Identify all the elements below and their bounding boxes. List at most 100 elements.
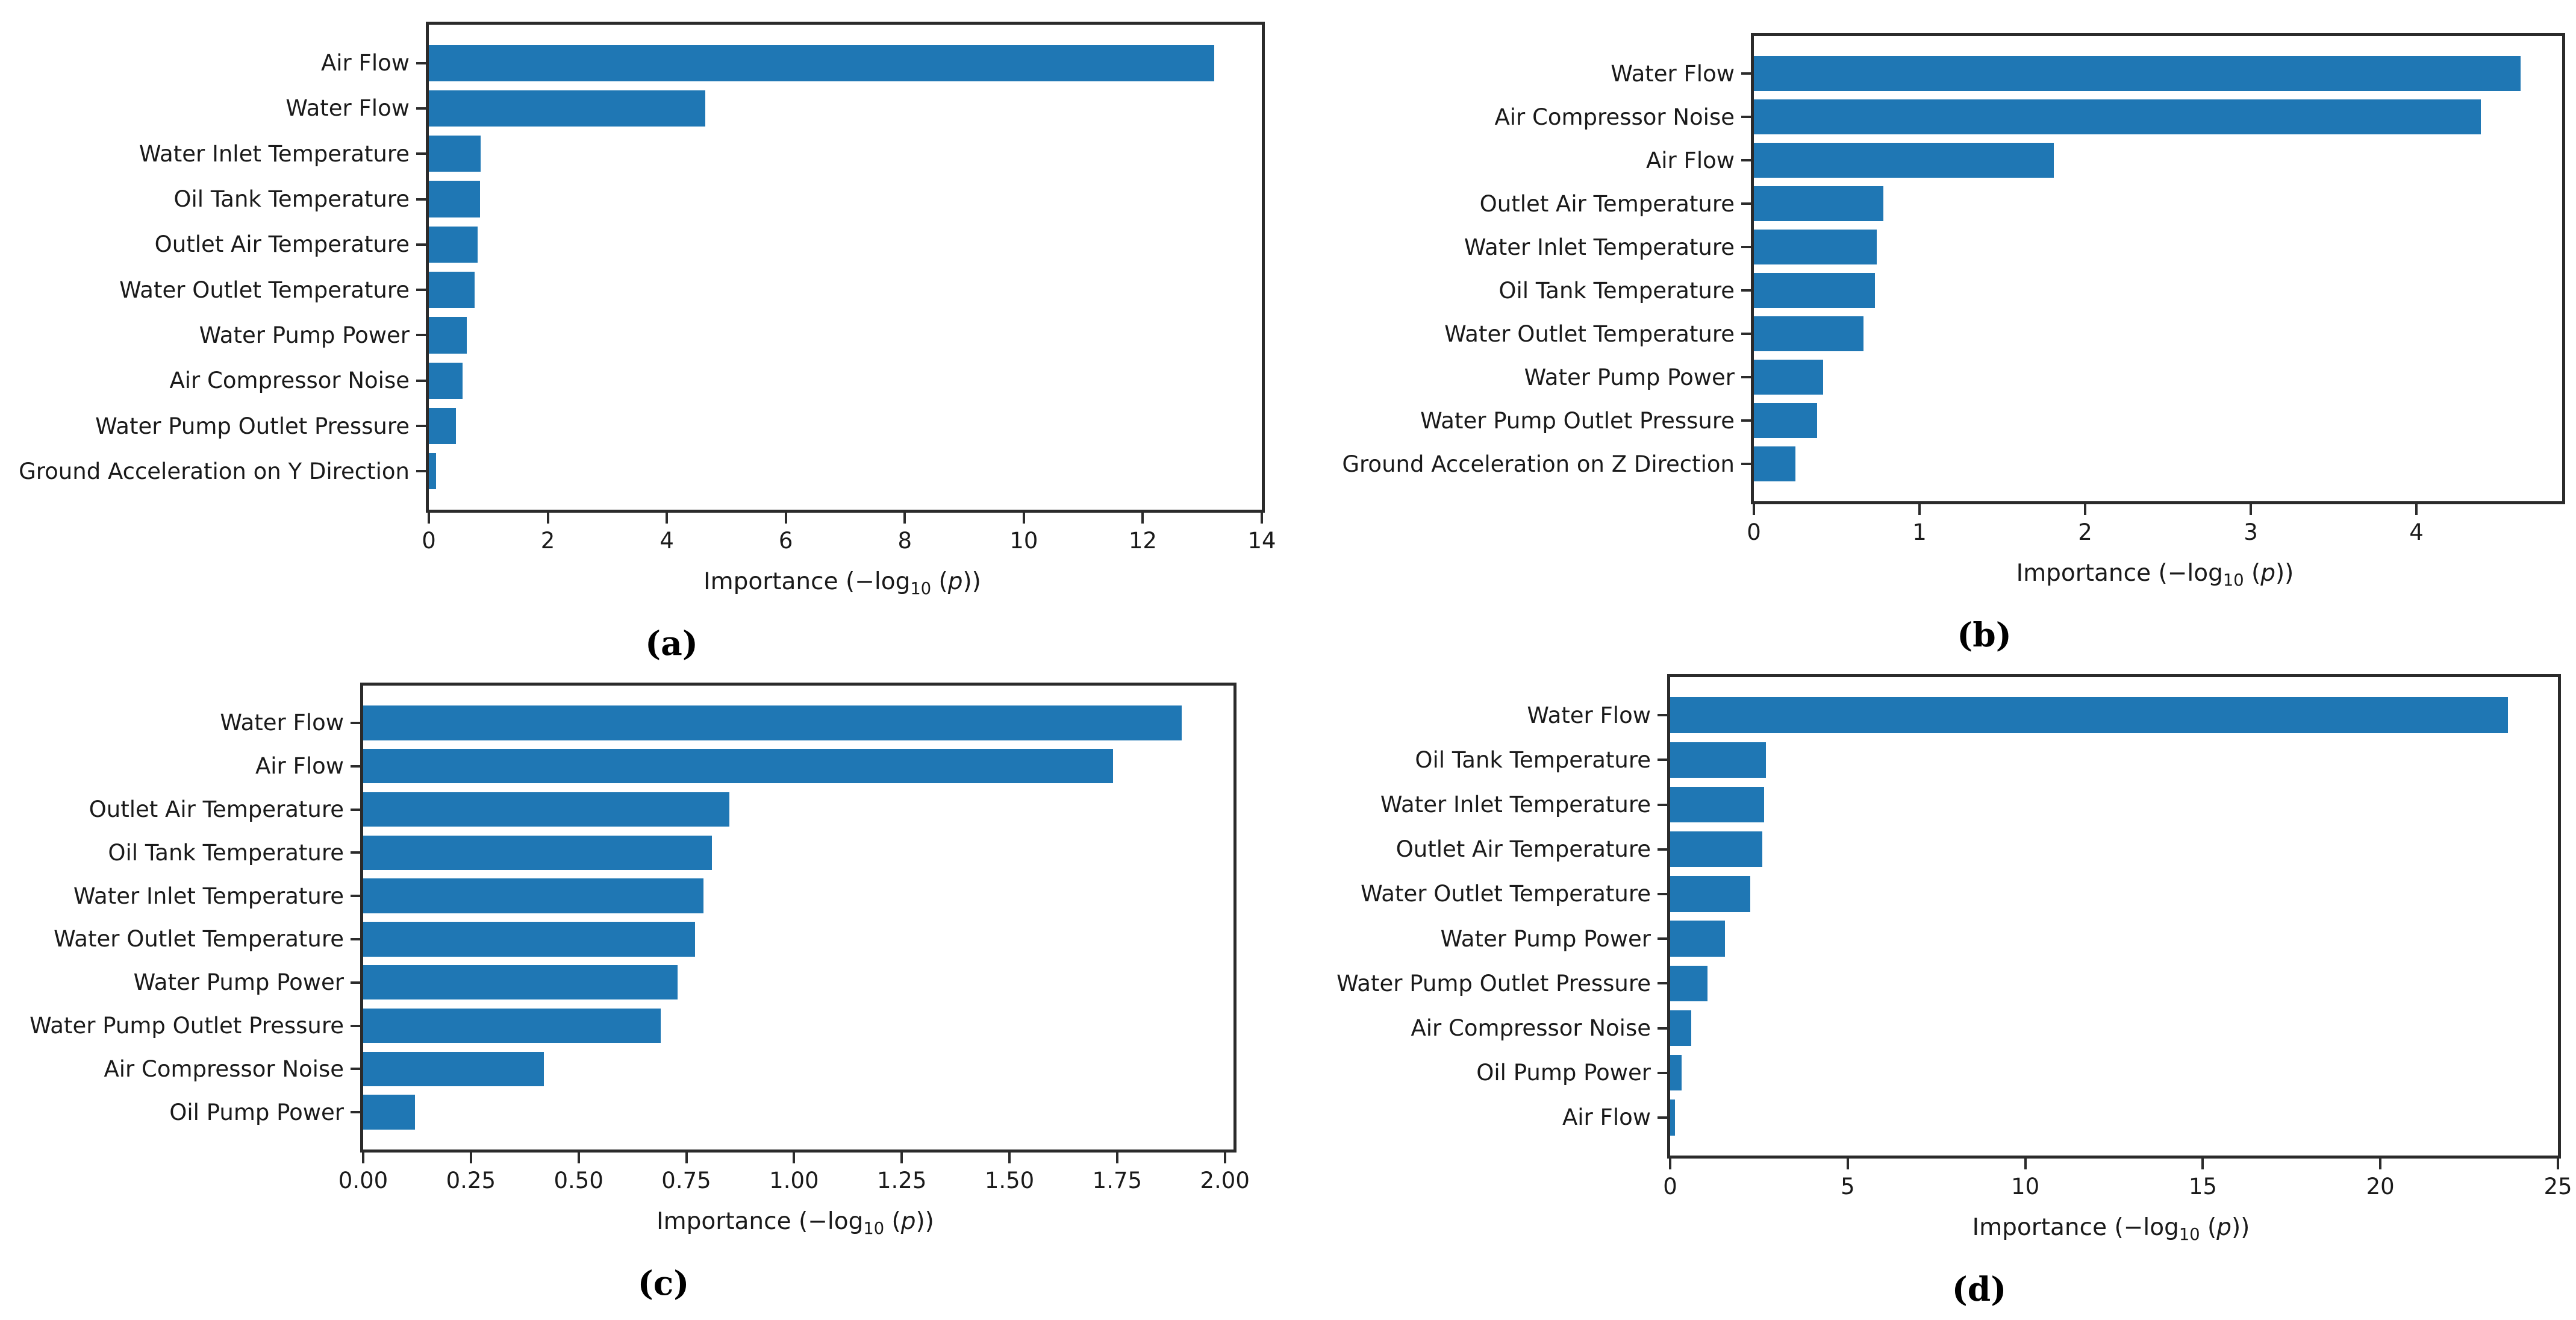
x-tick-mark xyxy=(685,1152,688,1163)
y-tick-label: Air Flow xyxy=(255,753,344,780)
x-tick-mark xyxy=(1141,512,1144,524)
bar xyxy=(429,362,463,399)
bar xyxy=(363,705,1182,740)
panel-d: Water Flow Oil Tank Temperature Water Inle… xyxy=(1336,674,2572,1309)
bar xyxy=(1754,403,1817,438)
y-tick-label: Water Pump Outlet Pressure xyxy=(95,413,410,439)
y-tick-mark xyxy=(351,721,360,724)
y-tick-label: Water Pump Power xyxy=(1440,925,1651,952)
y-tick-label: Oil Pump Power xyxy=(169,1099,344,1125)
bar xyxy=(1670,831,1763,868)
x-axis-label-text: )) xyxy=(2275,560,2294,587)
y-tick-label: Air Compressor Noise xyxy=(1411,1015,1651,1041)
plot-area-c: Water Flow Air Flow Outlet Air Temperature… xyxy=(30,683,1250,1193)
x-axis-label-variable: p xyxy=(900,1208,916,1235)
y-tick-label: Air Flow xyxy=(1562,1104,1651,1131)
x-tick-label: 2 xyxy=(540,528,555,554)
y-tick-mark xyxy=(1741,289,1751,292)
bar xyxy=(1754,99,2481,134)
x-tick-mark xyxy=(2084,504,2086,515)
x-tick-mark xyxy=(1261,512,1263,524)
x-tick-mark xyxy=(2250,504,2252,515)
y-tick-label: Oil Tank Temperature xyxy=(108,839,344,866)
bar xyxy=(1754,56,2521,91)
y-tick-mark xyxy=(351,895,360,898)
y-tick-label: Outlet Air Temperature xyxy=(154,231,410,258)
x-tick-mark xyxy=(2415,504,2418,515)
bar xyxy=(363,792,730,827)
caption-a: (a) xyxy=(645,624,698,663)
x-tick-label: 0 xyxy=(1747,519,1761,545)
x-axis-label-text: )) xyxy=(962,568,981,595)
x-tick-label: 4 xyxy=(2409,519,2424,545)
x-tick-mark xyxy=(900,1152,903,1163)
x-tick-label: 15 xyxy=(2188,1174,2217,1200)
x-tick-label: 12 xyxy=(1128,528,1157,554)
y-tick-label: Air Flow xyxy=(320,50,410,77)
caption-b: (b) xyxy=(1957,615,2012,655)
y-tick-label: Water Pump Power xyxy=(1524,364,1735,390)
y-tick-mark xyxy=(1658,892,1667,895)
y-tick-mark xyxy=(1741,202,1751,205)
x-tick-mark xyxy=(546,512,549,524)
panel-b: Water Flow Air Compressor Noise Air Flow Ou… xyxy=(1342,33,2565,655)
caption-d: (d) xyxy=(1951,1269,2007,1309)
y-tick-label: Oil Tank Temperature xyxy=(173,186,410,213)
x-axis-label-text: ( xyxy=(2200,1214,2217,1241)
x-axis-label-text: Importance (−log xyxy=(656,1208,864,1235)
x-tick-mark xyxy=(362,1152,364,1163)
bar xyxy=(1670,921,1726,957)
y-tick-mark xyxy=(416,107,426,110)
y-tick-mark xyxy=(416,379,426,382)
bar xyxy=(1754,143,2054,178)
y-tick-mark xyxy=(351,981,360,984)
x-axis-label-text: Importance (−log xyxy=(2016,560,2223,587)
bar xyxy=(429,453,436,490)
y-tick-label: Water Flow xyxy=(1611,60,1735,87)
y-tick-mark xyxy=(1741,376,1751,378)
y-tick-label: Water Inlet Temperature xyxy=(1380,792,1651,818)
y-tick-mark xyxy=(416,334,426,337)
x-tick-mark xyxy=(1223,1152,1226,1163)
y-tick-label: Ground Acceleration on Y Direction xyxy=(19,458,410,484)
bar xyxy=(363,835,713,871)
y-tick-label: Water Inlet Temperature xyxy=(1464,234,1735,260)
y-tick-label: Water Pump Outlet Pressure xyxy=(30,1013,344,1039)
y-tick-label: Air Compressor Noise xyxy=(1494,104,1735,130)
x-tick-mark xyxy=(793,1152,796,1163)
bar xyxy=(363,1051,544,1087)
x-tick-mark xyxy=(666,512,669,524)
panel-a: Air Flow Water Flow Water Inlet Temperatur… xyxy=(19,22,1276,663)
x-tick-mark xyxy=(1115,1152,1118,1163)
y-tick-mark xyxy=(416,198,426,201)
bar xyxy=(1670,742,1767,778)
panel-c: Water Flow Air Flow Outlet Air Temperature… xyxy=(30,683,1250,1303)
y-tick-label: Water Inlet Temperature xyxy=(139,140,410,167)
y-tick-label: Air Compressor Noise xyxy=(104,1056,344,1082)
x-tick-mark xyxy=(784,512,787,524)
bar xyxy=(1670,697,2509,733)
x-tick-mark xyxy=(2379,1158,2382,1169)
bar xyxy=(429,317,467,354)
y-tick-label: Air Compressor Noise xyxy=(169,368,410,394)
bar xyxy=(1670,965,1707,1001)
x-axis-label-subscript: 10 xyxy=(910,580,932,599)
y-tick-label: Water Flow xyxy=(220,710,344,736)
y-tick-label: Ground Acceleration on Z Direction xyxy=(1342,451,1735,477)
y-tick-label: Outlet Air Temperature xyxy=(89,796,344,822)
x-tick-label: 2 xyxy=(2078,519,2092,545)
y-tick-mark xyxy=(351,808,360,811)
y-tick-mark xyxy=(351,851,360,854)
y-tick-mark xyxy=(351,1068,360,1071)
y-tick-mark xyxy=(416,289,426,292)
y-tick-mark xyxy=(1658,937,1667,940)
y-tick-label: Water Flow xyxy=(1527,702,1651,728)
plot-area-d: Water Flow Oil Tank Temperature Water Inle… xyxy=(1336,674,2572,1200)
bar xyxy=(429,90,706,127)
x-axis-label-variable: p xyxy=(947,568,963,595)
bar xyxy=(429,272,475,308)
x-tick-label: 20 xyxy=(2366,1174,2395,1200)
x-tick-label: 2.00 xyxy=(1200,1168,1250,1193)
x-axis-label-text: ( xyxy=(884,1208,901,1235)
bar xyxy=(429,136,481,172)
